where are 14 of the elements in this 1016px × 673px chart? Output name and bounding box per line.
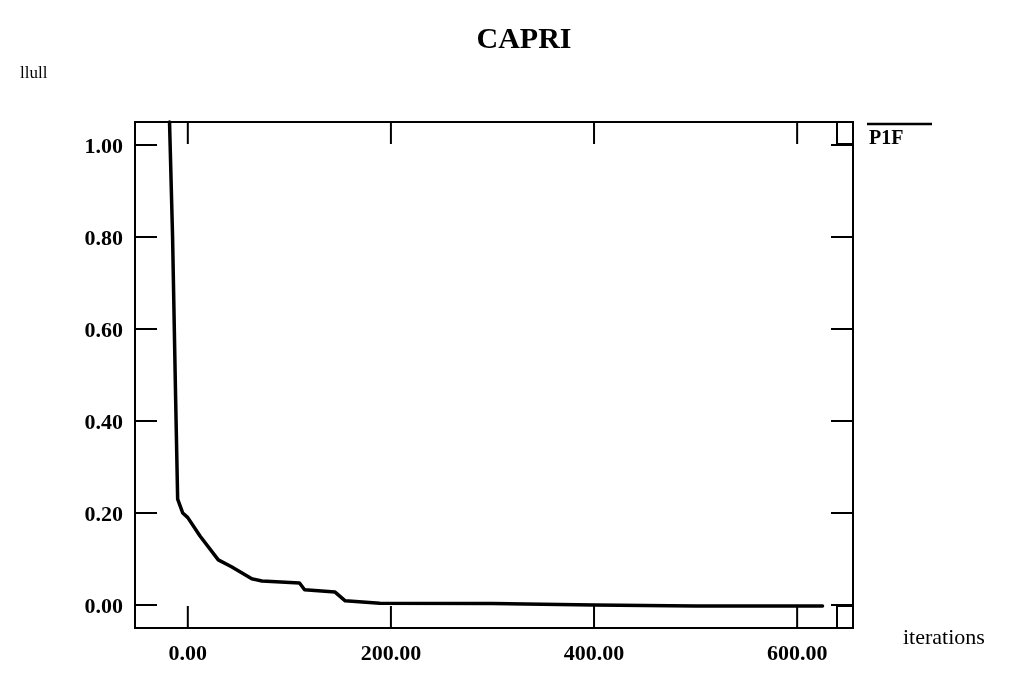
y-tick-label: 0.20 [84, 500, 123, 526]
y-tick-label: 1.00 [84, 132, 123, 158]
x-tick-label: 0.00 [168, 640, 208, 665]
y-tick-label: 0.40 [84, 408, 123, 434]
y-tick-label: 0.00 [84, 592, 123, 618]
y-axis-title: llull [20, 63, 48, 82]
x-tick-label: 400.00 [563, 640, 625, 665]
x-axis-title: iterations [903, 624, 985, 649]
x-tick-label: 200.00 [360, 640, 422, 665]
y-tick-label: 0.80 [84, 224, 123, 250]
x-tick-label: 600.00 [766, 640, 828, 665]
legend-label: P1F [869, 126, 904, 148]
chart-title: CAPRI [476, 21, 572, 54]
y-tick-label: 0.60 [84, 316, 123, 342]
